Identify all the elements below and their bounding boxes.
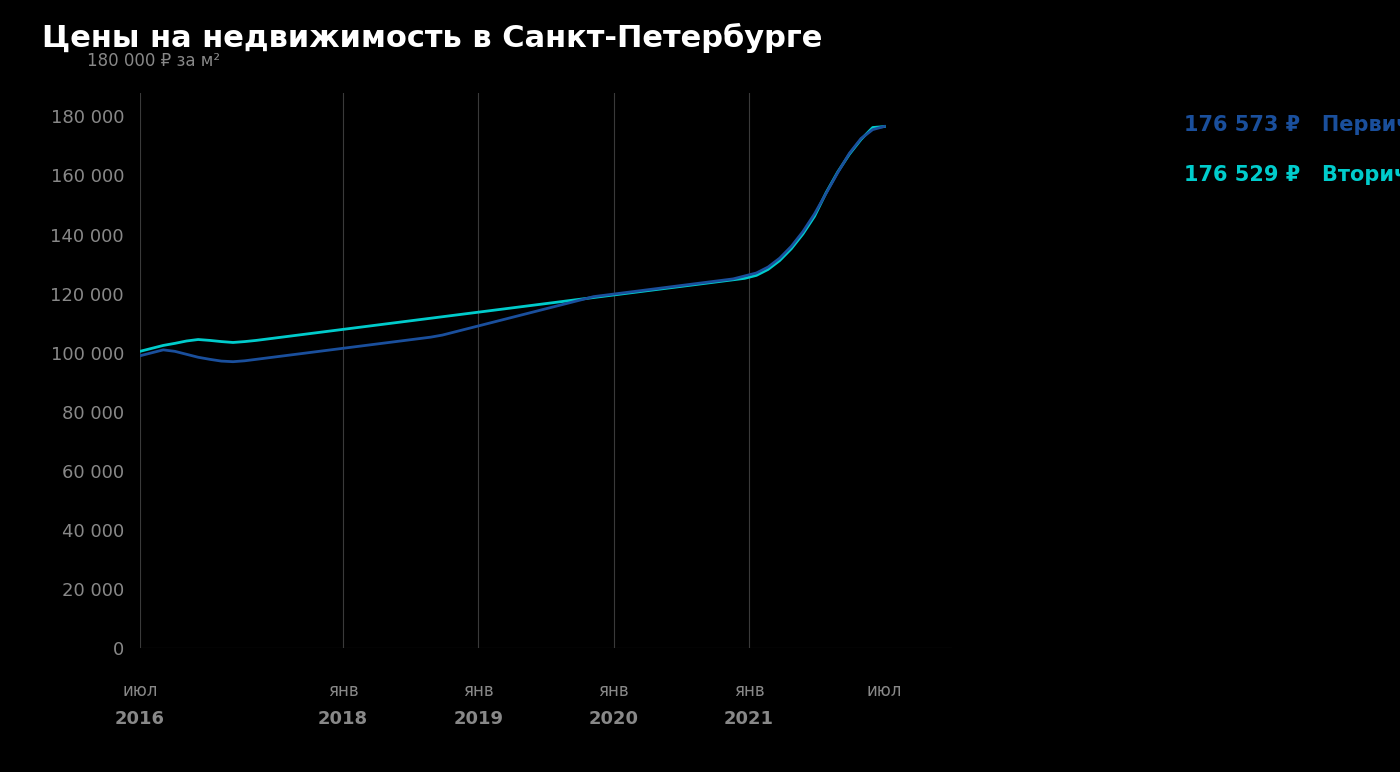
Text: 2020: 2020 (588, 709, 638, 728)
Text: янв: янв (598, 682, 629, 700)
Text: янв: янв (734, 682, 764, 700)
Text: 180 000 ₽ за м²: 180 000 ₽ за м² (87, 52, 220, 70)
Text: янв: янв (328, 682, 358, 700)
Text: 2021: 2021 (724, 709, 774, 728)
Text: июл: июл (122, 682, 158, 700)
Text: июл: июл (867, 682, 902, 700)
Text: 2018: 2018 (318, 709, 368, 728)
Text: 176 529 ₽   Вторичный рынок: 176 529 ₽ Вторичный рынок (1183, 165, 1400, 185)
Text: 176 573 ₽   Первичный рынок: 176 573 ₽ Первичный рынок (1183, 115, 1400, 135)
Text: Цены на недвижимость в Санкт-Петербурге: Цены на недвижимость в Санкт-Петербурге (42, 23, 822, 53)
Text: 2016: 2016 (115, 709, 165, 728)
Text: янв: янв (463, 682, 494, 700)
Text: 2019: 2019 (454, 709, 504, 728)
